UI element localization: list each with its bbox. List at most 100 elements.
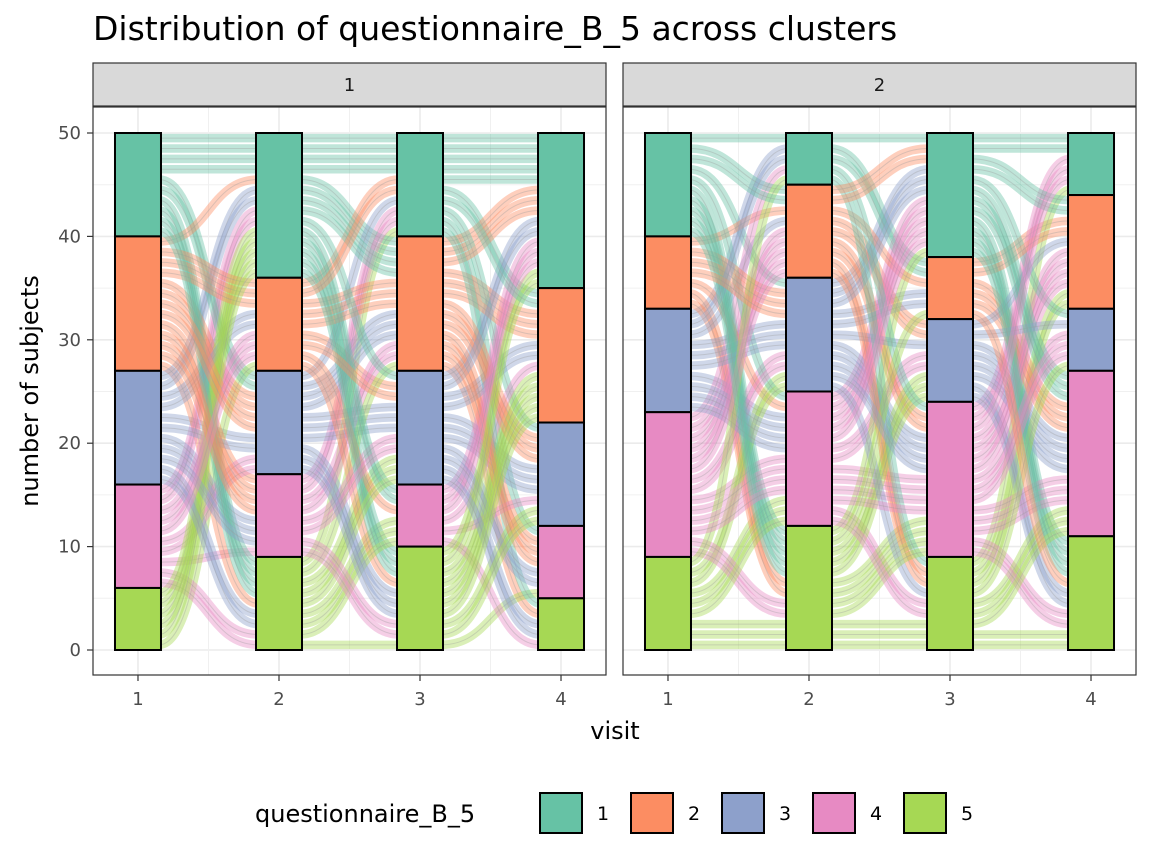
flow-line-edge	[829, 179, 930, 294]
flow-line	[158, 258, 259, 298]
flow-line	[158, 454, 259, 546]
flow-line	[970, 516, 1071, 619]
flow-line	[969, 289, 1072, 577]
flow-line-edge	[299, 179, 400, 243]
flow-line-edge	[688, 272, 788, 315]
flow-line	[970, 237, 1071, 329]
flow-line-edge	[158, 261, 258, 294]
flow-line-edge	[829, 530, 930, 594]
flow-line-edge	[829, 148, 930, 263]
flow-line	[688, 144, 789, 319]
flow-line	[299, 537, 400, 629]
flow-line	[829, 351, 930, 453]
flow-line-edge	[971, 220, 1071, 263]
flow-line-edge	[971, 478, 1071, 511]
stratum-bar-visit-4-level-2	[537, 287, 586, 424]
flow-line	[970, 154, 1071, 205]
flow-line	[158, 351, 259, 515]
flow-line	[440, 537, 541, 650]
flow-line-edge	[829, 551, 930, 615]
flow-line	[970, 330, 1071, 484]
flow-line-edge	[970, 230, 1071, 553]
flow-line-edge	[158, 478, 258, 625]
flow-line	[829, 195, 930, 401]
facet-strip-label: 2	[874, 75, 885, 96]
flow-line	[299, 216, 400, 381]
flow-line-edge	[441, 416, 541, 470]
flow-line	[688, 382, 789, 588]
flow-line	[158, 340, 259, 505]
flow-line-edge	[158, 365, 258, 604]
flow-line-edge	[688, 334, 788, 356]
flow-line-edge	[688, 179, 788, 398]
flow-line	[688, 175, 789, 401]
flow-line-edge	[299, 313, 400, 387]
flow-line	[970, 299, 1071, 432]
flow-line	[970, 382, 1071, 598]
flow-line-edge	[688, 261, 788, 460]
stratum-bar-visit-3-level-1	[926, 132, 975, 259]
flow-line	[970, 154, 1071, 412]
flow-line-edge	[299, 478, 400, 604]
flow-line-edge	[158, 261, 259, 625]
flow-line	[969, 185, 1072, 567]
flow-line-edge	[971, 179, 1071, 315]
flow-line	[829, 237, 930, 422]
flow-line	[688, 464, 789, 515]
flow-line	[440, 185, 541, 298]
flow-line-edge	[688, 375, 788, 418]
flow-line	[157, 216, 260, 588]
facet-strip	[622, 62, 1137, 107]
flow-line-edge	[688, 499, 788, 594]
flow-line-edge	[441, 230, 541, 387]
flow-line	[299, 547, 400, 639]
flow-line	[299, 464, 400, 598]
stratum-bar-visit-2-level-1	[254, 132, 303, 279]
flow-line	[688, 506, 789, 608]
flow-line	[829, 547, 930, 619]
flow-line	[829, 382, 930, 567]
flow-line-edge	[158, 344, 258, 522]
stratum-bar-visit-1-level-5	[113, 586, 162, 652]
flow-line-edge	[441, 540, 541, 646]
flow-line-edge	[299, 354, 400, 511]
flow-line	[829, 185, 930, 308]
flow-line-edge	[441, 323, 541, 460]
flow-line	[157, 206, 260, 577]
flow-line	[158, 475, 259, 629]
flow-line	[298, 226, 401, 567]
flow-line	[687, 216, 790, 567]
flow-line	[829, 206, 930, 412]
flow-line-edge	[299, 334, 400, 408]
flow-line	[439, 216, 542, 536]
flow-line-edge	[829, 158, 930, 274]
flow-line	[829, 144, 930, 267]
flow-line	[970, 278, 1071, 412]
flow-line-edge	[440, 220, 541, 532]
flow-line	[687, 195, 790, 546]
flow-line	[688, 268, 789, 474]
flow-line-edge	[829, 292, 930, 315]
flow-line-edge	[688, 303, 788, 594]
stratum-bar-visit-2-level-3	[784, 276, 833, 393]
flow-line-edge	[441, 375, 541, 573]
flow-line-edge	[441, 210, 541, 429]
flow-line	[688, 164, 789, 288]
flow-line	[158, 361, 259, 608]
flow-line-edge	[829, 179, 930, 563]
flow-line	[688, 547, 789, 619]
flow-line	[158, 185, 259, 381]
flow-line-edge	[158, 230, 259, 594]
flow-line-edge	[829, 499, 930, 511]
flow-line-edge	[158, 220, 258, 501]
flow-line	[688, 164, 789, 422]
flow-line-edge	[829, 344, 930, 439]
flow-line-edge	[299, 220, 400, 491]
flow-line	[829, 164, 930, 412]
flow-line-edge	[829, 158, 930, 201]
flow-line-edge	[440, 230, 541, 604]
flow-line-edge	[688, 509, 788, 604]
flow-line-edge	[971, 520, 1071, 615]
stratum-bar-visit-2-level-4	[784, 390, 833, 527]
flow-line-edge	[688, 168, 788, 418]
